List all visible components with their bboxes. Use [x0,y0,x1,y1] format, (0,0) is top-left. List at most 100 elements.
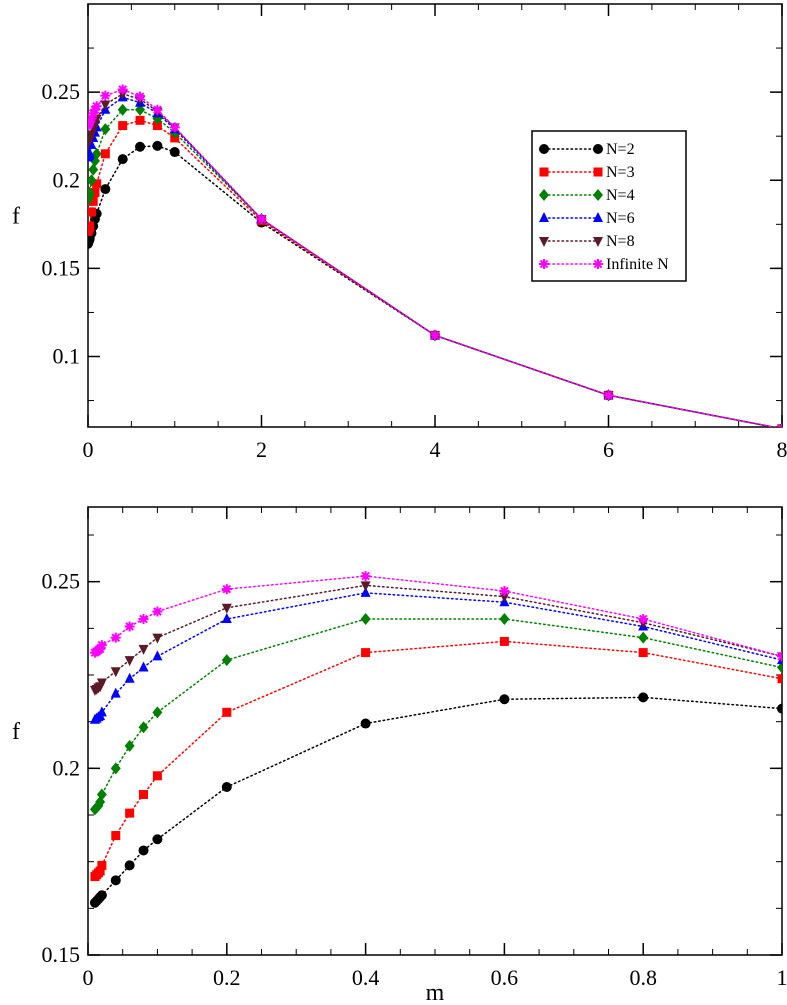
x-tick-label: 0.4 [352,965,380,990]
y-tick-label: 0.15 [42,255,81,280]
bottom-chart: 0 0.2 0.4 0.6 0.8 1 0.15 0.2 0.25 f m [12,506,787,1005]
legend-label: N=2 [606,141,635,158]
x-tick-label: 0.8 [629,965,657,990]
legend-entry: N=3 [539,164,635,181]
series-n-3 [90,636,782,882]
data-point [152,104,163,115]
legend-entry: N=8 [539,233,635,250]
data-point [96,678,107,689]
data-point [91,101,102,112]
series-n-6 [89,586,782,724]
data-point [152,121,162,131]
data-point [152,650,163,661]
data-point [152,606,163,617]
data-point [138,661,149,672]
data-point [152,633,163,644]
legend-label: N=8 [606,233,635,250]
data-point [88,147,95,158]
data-point [88,135,95,146]
data-point [111,831,121,841]
plot-area [89,571,782,908]
data-point [100,100,111,111]
data-point [777,423,782,427]
data-point [221,654,232,667]
data-point [777,703,782,714]
data-point [169,122,180,133]
plot-area [88,84,782,427]
x-tick-label: 6 [603,437,614,462]
data-point [117,154,128,165]
data-point [88,174,97,187]
data-point [221,584,232,595]
y-axis-title: f [12,204,20,230]
data-point [124,621,135,632]
x-tick-label: 4 [430,437,441,462]
data-point [138,614,149,624]
legend-entry: N=2 [539,141,635,158]
legend-marker-left [539,189,549,201]
data-point [135,91,146,102]
data-point [499,636,509,646]
legend-entry: Infinite N [539,256,669,273]
data-point [152,140,163,151]
data-point [100,123,111,136]
legend-label: N=6 [606,210,635,227]
legend-entry: N=4 [539,187,635,204]
data-point [117,103,128,116]
data-point [100,149,110,159]
data-point [117,84,128,95]
legend-marker-right [593,144,603,154]
data-point [90,188,100,198]
data-point [360,718,371,729]
y-tick-label: 0.15 [42,942,81,967]
data-point [135,115,145,125]
legend-label: N=3 [606,164,635,181]
series-line [94,640,782,878]
data-point [89,104,100,115]
legend-marker-left [539,144,549,154]
data-point [124,739,135,752]
data-point [221,603,232,614]
data-point [110,632,121,643]
data-point [638,648,648,658]
data-point [88,108,99,119]
data-point [256,214,267,225]
legend: N=2 N=3 N=4 N=6 N=8 Infinite N [531,130,687,282]
data-point [135,103,146,116]
legend-marker-right [593,189,603,201]
data-point [88,186,95,199]
data-point [110,875,121,886]
data-point [95,643,106,654]
x-tick-label: 8 [777,437,787,462]
data-point [88,196,98,206]
y-axis-title: f [12,719,20,745]
legend-marker-left [539,237,549,247]
x-tick-label: 0.6 [491,965,519,990]
data-point [152,706,163,719]
data-point [110,762,121,775]
legend-marker-left [539,212,549,222]
data-point [100,90,111,101]
data-point [124,860,135,871]
y-tick-label: 0.25 [42,569,81,594]
data-point [100,184,111,195]
data-point [138,845,149,856]
data-point [110,687,121,698]
data-point [124,672,135,683]
legend-entry: N=6 [539,210,635,227]
data-point [152,834,163,845]
data-point [499,592,510,603]
series-line [94,618,782,811]
data-point [360,581,371,592]
data-point [92,179,102,189]
data-point [361,648,371,658]
data-point [88,113,97,124]
x-tick-label: 1 [777,965,787,990]
data-point [499,586,510,596]
plot-frame [87,506,783,956]
data-point [777,674,782,684]
data-point [499,613,510,625]
data-point [499,694,510,705]
series-line [94,696,782,904]
